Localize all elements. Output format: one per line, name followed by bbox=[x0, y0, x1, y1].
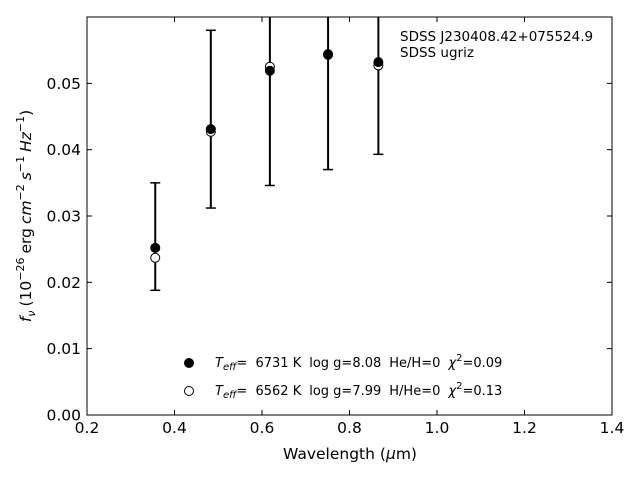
model-point-filled bbox=[150, 242, 161, 253]
y-label-close: ) bbox=[17, 110, 35, 116]
y-label-f: f bbox=[17, 314, 35, 322]
y-label-exp4: −1 bbox=[14, 116, 27, 132]
y-tick-label: 0.02 bbox=[46, 274, 81, 292]
x-label-text: Wavelength ( bbox=[283, 445, 386, 463]
y-label-open: (10 bbox=[17, 281, 35, 307]
y-label-s: s bbox=[17, 172, 35, 180]
y-label-hz: Hz bbox=[17, 131, 35, 152]
y-tick-label: 0.04 bbox=[46, 141, 81, 159]
model-point-filled bbox=[373, 57, 384, 68]
x-tick-label: 0.8 bbox=[337, 419, 362, 437]
x-tick-label: 1.2 bbox=[512, 419, 537, 437]
model-point-filled bbox=[264, 65, 275, 76]
y-tick-label: 0.00 bbox=[46, 407, 81, 425]
x-tick-label: 0.4 bbox=[162, 419, 187, 437]
y-axis-label: fν(10−26ergcm−2s−1Hz−1) bbox=[14, 110, 38, 322]
x-label-mu: μ bbox=[385, 445, 396, 463]
y-label-exp2: −2 bbox=[14, 184, 27, 200]
y-label-cm: cm bbox=[17, 200, 35, 224]
x-tick-label: 1.4 bbox=[600, 419, 625, 437]
y-label-nu: ν bbox=[25, 311, 38, 317]
x-tick-label: 0.6 bbox=[250, 419, 275, 437]
y-tick-label: 0.05 bbox=[46, 75, 81, 93]
y-label-exp1: −26 bbox=[14, 258, 27, 281]
y-tick-label: 0.03 bbox=[46, 208, 81, 226]
object-name-annotation: SDSS J230408.42+075524.9 bbox=[400, 29, 593, 45]
x-axis-label: Wavelength (μm) bbox=[283, 445, 417, 463]
x-label-close: ) bbox=[411, 445, 417, 463]
y-tick-label: 0.01 bbox=[46, 340, 81, 358]
x-tick-label: 0.2 bbox=[75, 419, 100, 437]
model-point-open bbox=[150, 252, 161, 263]
x-tick-label: 1.0 bbox=[425, 419, 450, 437]
legend-marker-filled bbox=[184, 358, 194, 368]
photometry-annotation: SDSS ugriz bbox=[400, 45, 474, 61]
legend-marker-open bbox=[184, 386, 194, 396]
y-label-exp3: −1 bbox=[14, 156, 27, 172]
ticks: 0.2 0.4 0.6 0.8 1.0 1.2 1.4 0.00 0.01 0.02 0.03 0.0… bbox=[46, 17, 624, 437]
model-point-filled bbox=[205, 124, 216, 135]
plot-area bbox=[150, 17, 384, 292]
model-point-filled bbox=[323, 49, 334, 60]
x-label-unit: m bbox=[396, 445, 411, 463]
y-label-erg: erg bbox=[17, 228, 35, 253]
